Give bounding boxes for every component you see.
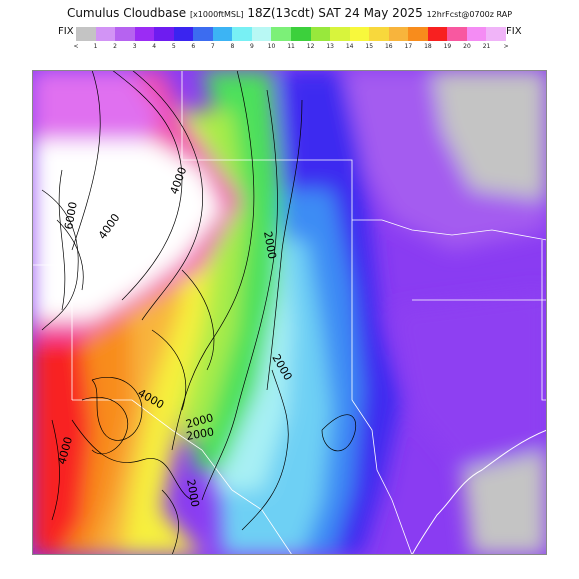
- scale-tick-label: 2: [113, 43, 118, 50]
- scale-swatch: [212, 27, 233, 41]
- scale-tick-label: 19: [443, 43, 452, 50]
- scale-swatch: [95, 27, 116, 41]
- scale-swatch: [154, 27, 174, 41]
- fix-label-right: FIX: [506, 26, 522, 37]
- contour-lines: [41, 70, 356, 555]
- scale-swatch: [173, 27, 194, 41]
- scale-tick-label: 12: [306, 43, 315, 50]
- color-scale-ticks: <1 2 3 4 5 6 7 8 9 10 11 12 13 14 15 16 17 18 19 20 21 >: [66, 43, 516, 53]
- scale-swatch: [330, 27, 350, 41]
- contour-label: 2000: [261, 230, 279, 260]
- cloudbase-shading: [32, 70, 547, 555]
- scale-tick-label: 15: [365, 43, 374, 50]
- scale-tick-label: <: [73, 43, 79, 50]
- scale-tick-label: 18: [424, 43, 432, 50]
- scale-swatch: [388, 27, 409, 41]
- scale-tick-label: 3: [132, 43, 137, 50]
- map-border: [32, 70, 547, 555]
- scale-tick-label: 7: [210, 43, 215, 50]
- title-main: Cumulus Cloudbase: [66, 6, 187, 20]
- scale-tick-label: 20: [463, 43, 471, 50]
- title-time: 18Z(13cdt) SAT 24 May 2025: [247, 6, 423, 20]
- color-scale-bar: [76, 27, 507, 41]
- contour-label: 6000: [62, 201, 80, 231]
- scale-tick-label: 8: [230, 43, 235, 50]
- scale-tick-label: 9: [250, 43, 254, 50]
- scale-swatch: [349, 27, 370, 41]
- contour-label: 2000: [185, 425, 215, 443]
- scale-tick-label: 6: [191, 43, 196, 50]
- scale-swatch: [76, 27, 96, 41]
- scale-swatch: [447, 27, 467, 41]
- scale-swatch: [369, 27, 389, 41]
- chart-title: Cumulus Cloudbase [x1000ftMSL] 18Z(13cdt…: [0, 6, 579, 20]
- scale-tick-label: 5: [171, 43, 176, 50]
- scale-swatch: [466, 27, 487, 41]
- title-forecast: 12hrFcst@0700z RAP: [426, 10, 513, 19]
- map-canvas: 4000 2000 6000 4000 2000 2000 4000 2000 …: [32, 70, 547, 555]
- scale-tick-label: 21: [482, 43, 491, 50]
- scale-swatch: [408, 27, 428, 41]
- coastline: [411, 429, 547, 555]
- scale-tick-label: 4: [152, 43, 157, 50]
- scale-swatch: [427, 27, 448, 41]
- scale-swatch: [193, 27, 213, 41]
- scale-swatch: [134, 27, 155, 41]
- scale-swatch: [291, 27, 311, 41]
- scale-swatch: [271, 27, 292, 41]
- scale-swatch: [232, 27, 252, 41]
- scale-swatch: [486, 27, 507, 41]
- scale-tick-label: 1: [93, 43, 98, 50]
- scale-swatch: [310, 27, 331, 41]
- scale-swatch: [115, 27, 135, 41]
- title-units: [x1000ftMSL]: [189, 10, 244, 19]
- scale-tick-label: 10: [267, 43, 276, 50]
- contour-label: 2000: [184, 478, 202, 508]
- scale-tick-label: 17: [404, 43, 413, 50]
- scale-tick-label: 11: [287, 43, 295, 50]
- cloudbase-map: 4000 2000 6000 4000 2000 2000 4000 2000 …: [32, 70, 547, 555]
- scale-tick-label: 13: [326, 43, 334, 50]
- scale-tick-label: >: [503, 43, 509, 50]
- fix-label-left: FIX: [58, 26, 74, 37]
- scale-swatch: [251, 27, 272, 41]
- scale-tick-label: 16: [384, 43, 393, 50]
- scale-tick-label: 14: [345, 43, 354, 50]
